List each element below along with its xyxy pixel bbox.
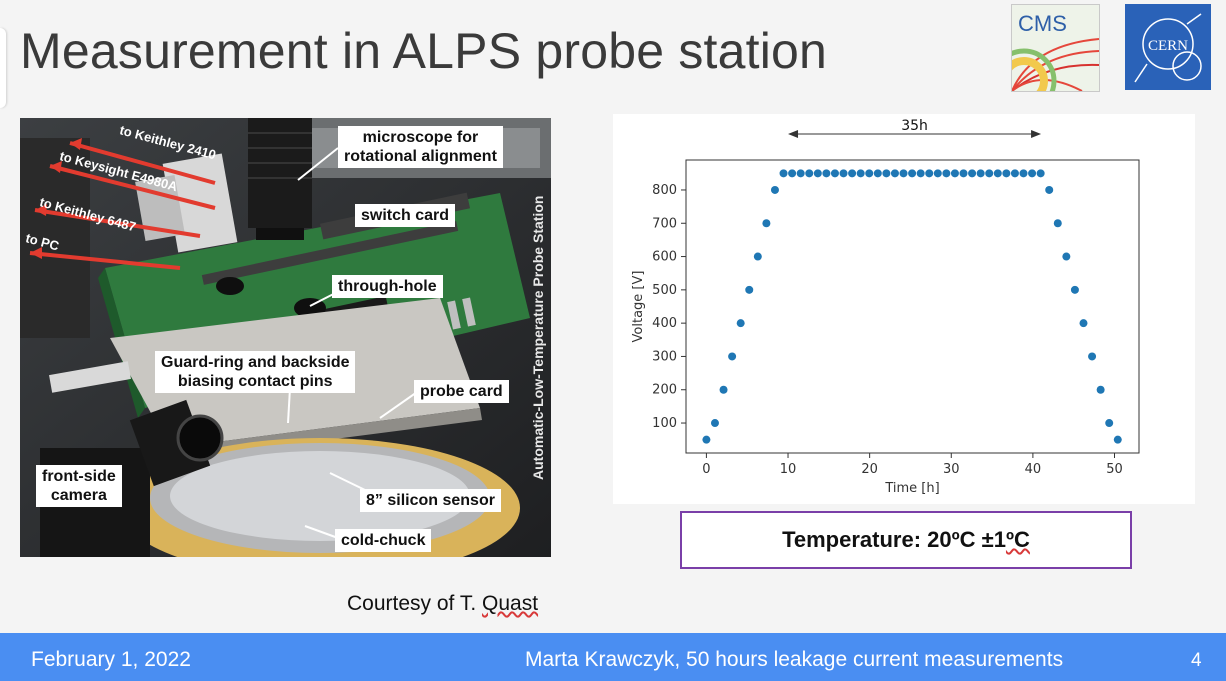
data-point [1105, 419, 1114, 428]
data-point [1019, 169, 1028, 178]
y-tick-label: 200 [652, 383, 677, 398]
data-point [788, 169, 797, 178]
plot-frame [685, 159, 1140, 454]
data-point [839, 169, 848, 178]
data-point [796, 169, 805, 178]
data-point [1070, 285, 1079, 294]
data-point [830, 169, 839, 178]
data-point [745, 285, 754, 294]
data-point [865, 169, 874, 178]
courtesy-note: Courtesy of T. Quast [347, 592, 539, 615]
x-tick-label: 30 [943, 462, 960, 477]
data-point [770, 185, 779, 194]
y-tick-label: 400 [652, 316, 677, 331]
y-tick-label: 100 [652, 416, 677, 431]
temperature-box: Temperature: 20ºC ±1 ºC [680, 511, 1132, 569]
data-point [710, 419, 719, 428]
data-point [959, 169, 968, 178]
data-point [1053, 219, 1062, 228]
footer-author: Marta Krawczyk, 50 hours leakage current… [525, 648, 1064, 671]
data-point [762, 219, 771, 228]
data-point [1010, 169, 1019, 178]
data-point [933, 169, 942, 178]
probe-station-photo: to Keithley 2410 to Keysight E4980A to K… [20, 118, 551, 557]
slide-edge-tab [0, 28, 6, 108]
data-point [916, 169, 925, 178]
x-axis-label: Time [h] [884, 481, 939, 496]
data-point [968, 169, 977, 178]
data-point [985, 169, 994, 178]
annotation-label: 35h [901, 118, 928, 134]
x-tick-label: 10 [780, 462, 797, 477]
annotation-arrow-left-head [788, 130, 799, 138]
data-point [702, 435, 711, 444]
data-point [805, 169, 814, 178]
data-point [848, 169, 857, 178]
chart-svg: 0 10 20 30 40 50 100 200 300 400 500 600 700 800 Time … [631, 118, 1140, 496]
y-tick-label: 500 [652, 283, 677, 298]
data-point [1045, 185, 1054, 194]
y-tick-label: 300 [652, 349, 677, 364]
callout-cold-chuck: cold-chuck [335, 529, 432, 552]
data-point [976, 169, 985, 178]
voltage-time-chart: 0 10 20 30 40 50 100 200 300 400 500 600 700 800 Time … [613, 114, 1195, 504]
data-point [822, 169, 831, 178]
data-point [728, 352, 737, 361]
data-point [1062, 252, 1071, 261]
data-point [736, 319, 745, 328]
data-point [813, 169, 822, 178]
data-point [882, 169, 891, 178]
data-point [899, 169, 908, 178]
callout-guard-ring: Guard-ring and backside biasing contact … [155, 351, 356, 393]
callout-probe-card: probe card [414, 380, 509, 403]
data-point [1002, 169, 1011, 178]
vertical-station-label: Automatic-Low-Temperature Probe Station [530, 195, 546, 480]
y-tick-label: 700 [652, 216, 677, 231]
callout-silicon-sensor: 8” silicon sensor [360, 489, 501, 512]
data-point [1088, 352, 1097, 361]
data-point [873, 169, 882, 178]
footer-bar: February 1, 2022 Marta Krawczyk, 50 hour… [0, 633, 1226, 681]
temperature-unit: ºC [1005, 527, 1030, 552]
data-point [1028, 169, 1037, 178]
y-axis-label: Voltage [V] [631, 271, 646, 343]
callout-front-camera: front-side camera [36, 465, 122, 507]
footer-date: February 1, 2022 [31, 648, 191, 671]
data-point [779, 169, 788, 178]
courtesy-name: Quast [482, 592, 539, 615]
data-point [1079, 319, 1088, 328]
footer-page-number: 4 [1191, 650, 1202, 671]
callout-through-hole: through-hole [332, 275, 443, 298]
x-tick-label: 0 [702, 462, 710, 477]
data-point [950, 169, 959, 178]
data-point [1036, 169, 1045, 178]
cms-logo: CMS [1011, 4, 1100, 92]
svg-text:CERN: CERN [1148, 38, 1188, 54]
slide-title: Measurement in ALPS probe station [20, 23, 828, 79]
data-point [856, 169, 865, 178]
data-point [908, 169, 917, 178]
x-tick-label: 40 [1025, 462, 1042, 477]
data-point [1096, 385, 1105, 394]
data-point [1113, 435, 1122, 444]
x-tick-label: 20 [861, 462, 878, 477]
annotation-arrow-right-head [1031, 130, 1042, 138]
data-point [925, 169, 934, 178]
x-tick-label: 50 [1106, 462, 1123, 477]
callout-microscope: microscope for rotational alignment [338, 126, 503, 168]
y-tick-label: 600 [652, 250, 677, 265]
temperature-text: Temperature: 20ºC ±1 [782, 527, 1006, 552]
data-point [942, 169, 951, 178]
data-point [993, 169, 1002, 178]
cern-logo: CERN [1125, 4, 1211, 90]
data-point [890, 169, 899, 178]
y-tick-label: 800 [652, 183, 677, 198]
svg-text:CMS: CMS [1018, 11, 1067, 36]
callout-switch-card: switch card [355, 204, 456, 227]
data-point [719, 385, 728, 394]
data-point [753, 252, 762, 261]
